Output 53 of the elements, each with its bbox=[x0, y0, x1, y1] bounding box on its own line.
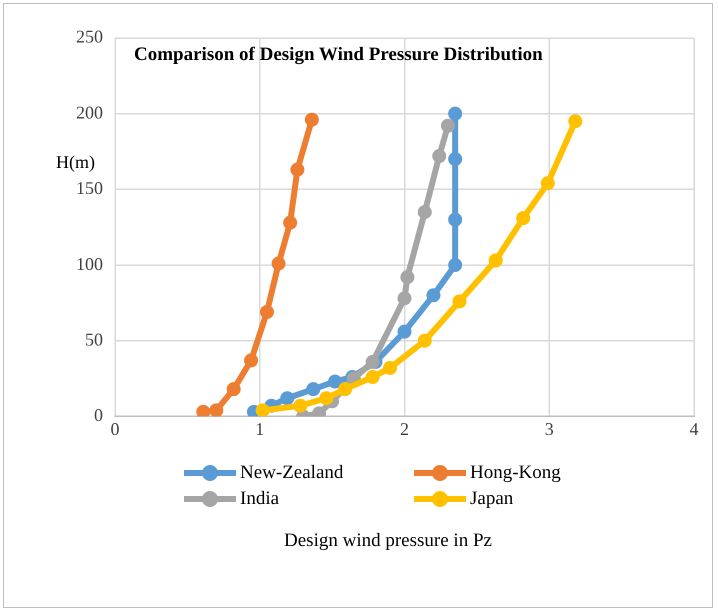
x-tick-label: 3 bbox=[544, 418, 554, 439]
legend-label: India bbox=[240, 488, 280, 510]
point bbox=[400, 270, 414, 284]
point bbox=[283, 216, 298, 230]
y-tick-label: 200 bbox=[76, 102, 103, 122]
y-axis-title: H(m) bbox=[56, 152, 95, 173]
point bbox=[516, 211, 530, 226]
point bbox=[319, 391, 334, 406]
point bbox=[398, 291, 412, 306]
x-tick-label: 2 bbox=[400, 418, 409, 439]
x-tick-label: 0 bbox=[110, 418, 120, 439]
point bbox=[488, 254, 503, 268]
legend-label: New-Zealand bbox=[240, 462, 344, 484]
point bbox=[418, 205, 432, 220]
point bbox=[383, 360, 398, 375]
point bbox=[209, 403, 224, 416]
point bbox=[328, 374, 342, 389]
point bbox=[366, 370, 380, 384]
legend-label: Japan bbox=[470, 488, 514, 510]
point bbox=[440, 118, 455, 133]
point bbox=[448, 106, 462, 121]
point bbox=[540, 176, 555, 190]
y-tick-label: 250 bbox=[76, 26, 103, 47]
point bbox=[280, 391, 294, 406]
x-tick-label: 1 bbox=[255, 418, 264, 439]
point bbox=[452, 294, 467, 308]
point bbox=[418, 334, 432, 348]
point bbox=[306, 382, 320, 396]
x-axis-title: Design wind pressure in Pz bbox=[283, 530, 493, 552]
point bbox=[260, 304, 274, 319]
point bbox=[256, 403, 270, 416]
point bbox=[293, 398, 308, 413]
y-tick-label: 0 bbox=[94, 405, 103, 426]
x-tick-label: 4 bbox=[690, 418, 698, 439]
legend-label: Hong-Kong bbox=[470, 462, 561, 484]
point bbox=[244, 353, 258, 368]
y-tick-label: 150 bbox=[76, 178, 103, 198]
point bbox=[272, 256, 286, 271]
point bbox=[398, 324, 412, 339]
point bbox=[448, 212, 462, 227]
point bbox=[426, 288, 440, 302]
point bbox=[448, 152, 462, 166]
point bbox=[448, 258, 462, 272]
point bbox=[432, 149, 446, 164]
point bbox=[338, 382, 352, 396]
point bbox=[226, 382, 241, 396]
point bbox=[568, 114, 582, 128]
y-tick-label: 50 bbox=[85, 329, 103, 350]
point bbox=[290, 162, 304, 177]
point bbox=[304, 112, 319, 127]
chart-title: Comparison of Design Wind Pressure Distribution bbox=[134, 44, 543, 66]
point bbox=[366, 354, 380, 369]
y-tick-label: 100 bbox=[76, 254, 103, 274]
